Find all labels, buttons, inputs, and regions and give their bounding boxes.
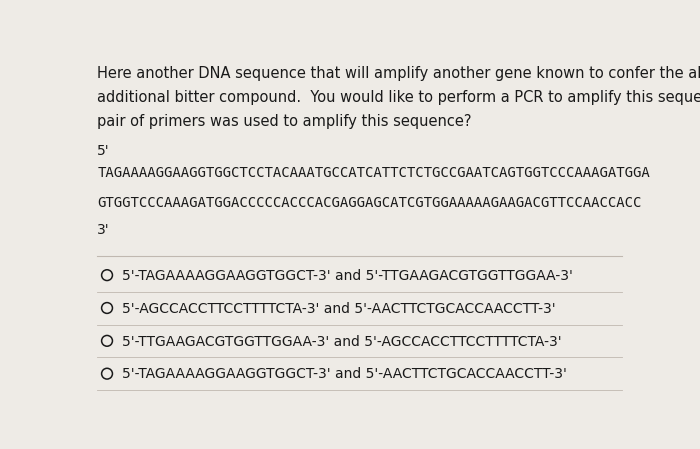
Text: Here another DNA sequence that will amplify another gene known to confer the abi: Here another DNA sequence that will ampl…	[97, 66, 700, 81]
Text: 5': 5'	[97, 144, 110, 158]
Text: pair of primers was used to amplify this sequence?: pair of primers was used to amplify this…	[97, 114, 472, 129]
Text: additional bitter compound.  You would like to perform a PCR to amplify this seq: additional bitter compound. You would li…	[97, 90, 700, 105]
Text: TAGAAAAGGAAGGTGGCTCCTACAAATGCCATCATTCTCTGCCGAATCAGTGGTCCCAAAGATGGA: TAGAAAAGGAAGGTGGCTCCTACAAATGCCATCATTCTCT…	[97, 166, 650, 180]
Text: 5'-AGCCACCTTCCTTTTCTA-3' and 5'-AACTTCTGCACCAACCTT-3': 5'-AGCCACCTTCCTTTTCTA-3' and 5'-AACTTCTG…	[122, 302, 555, 316]
Text: 5'-TAGAAAAGGAAGGTGGCT-3' and 5'-TTGAAGACGTGGTTGGAA-3': 5'-TAGAAAAGGAAGGTGGCT-3' and 5'-TTGAAGAC…	[122, 269, 573, 283]
Text: 3': 3'	[97, 223, 110, 237]
Text: GTGGTCCCAAAGATGGACCCCCACCCACGAGGAGCATCGTGGAAAAAGAAGACGTTCCAACCACC: GTGGTCCCAAAGATGGACCCCCACCCACGAGGAGCATCGT…	[97, 196, 642, 210]
Text: 5'-TAGAAAAGGAAGGTGGCT-3' and 5'-AACTTCTGCACCAACCTT-3': 5'-TAGAAAAGGAAGGTGGCT-3' and 5'-AACTTCTG…	[122, 367, 566, 382]
Text: 5'-TTGAAGACGTGGTTGGAA-3' and 5'-AGCCACCTTCCTTTTCTA-3': 5'-TTGAAGACGTGGTTGGAA-3' and 5'-AGCCACCT…	[122, 335, 561, 348]
